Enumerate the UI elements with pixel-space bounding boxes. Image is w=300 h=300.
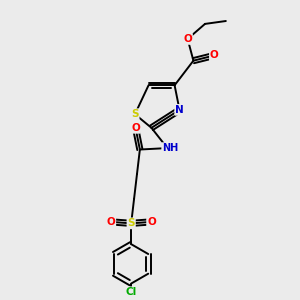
Text: O: O: [131, 123, 140, 133]
Text: Cl: Cl: [126, 287, 137, 297]
Text: S: S: [128, 218, 135, 228]
Text: O: O: [183, 34, 192, 44]
Text: O: O: [210, 50, 219, 61]
Text: S: S: [131, 109, 139, 119]
Text: O: O: [106, 217, 115, 227]
Text: NH: NH: [162, 143, 178, 153]
Text: O: O: [147, 217, 156, 227]
Text: N: N: [175, 105, 184, 115]
